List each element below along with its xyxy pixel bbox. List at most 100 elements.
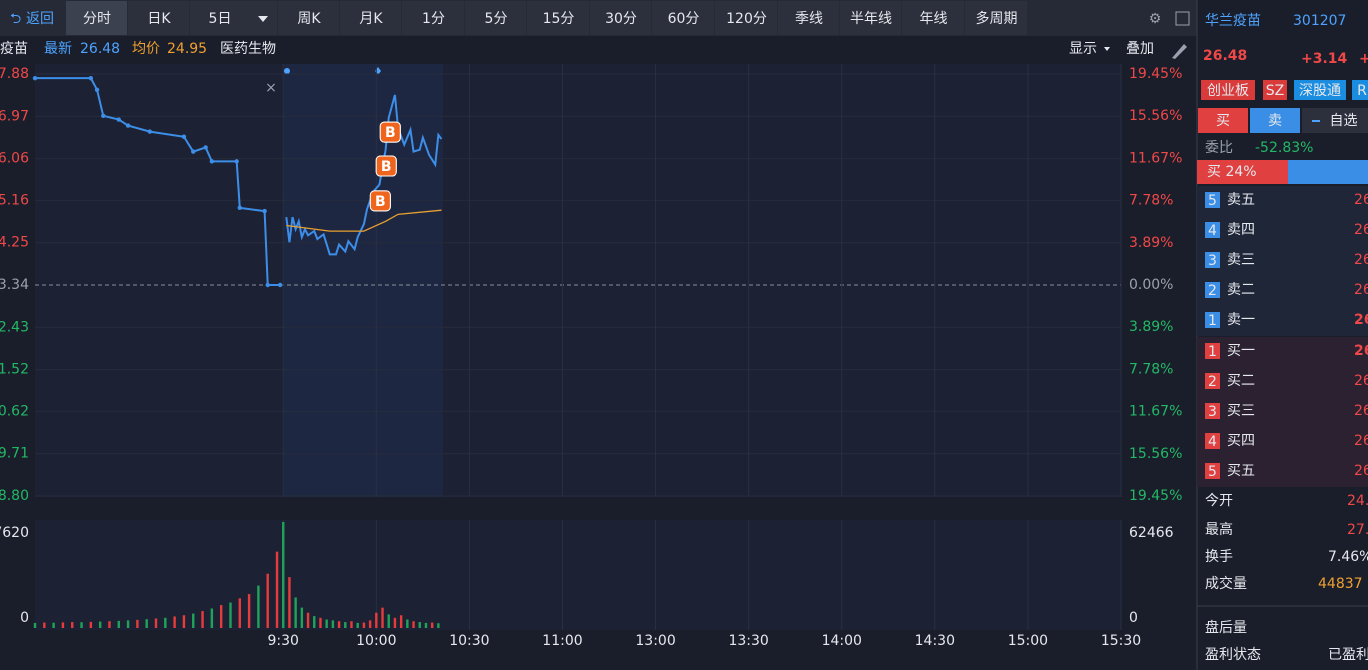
- tab[interactable]: [590, 1, 651, 35]
- volume-bar: [300, 607, 304, 628]
- y-tick-label: 21.52: [0, 362, 29, 378]
- auction-dot: [191, 149, 196, 154]
- volume-left-label: 7620: [0, 525, 29, 541]
- close-icon[interactable]: ×: [265, 80, 277, 96]
- y2-tick-label: 0.00%: [1129, 277, 1173, 293]
- y-tick-label: 19.71: [0, 446, 29, 462]
- level-num: 1: [1208, 313, 1217, 329]
- panel-price: 26.48: [1203, 48, 1247, 64]
- trade-button[interactable]: [1198, 108, 1248, 133]
- tab[interactable]: [652, 1, 714, 35]
- tag: [1263, 80, 1287, 100]
- tab[interactable]: [465, 1, 526, 35]
- tab[interactable]: [778, 1, 839, 35]
- volume-bar: [257, 585, 260, 628]
- volume-bar: [89, 621, 93, 628]
- auction-dot: [234, 159, 239, 164]
- overlay-button[interactable]: 叠加: [1126, 41, 1154, 57]
- buy-marker: [379, 121, 401, 143]
- display-button[interactable]: 显示: [1069, 41, 1097, 57]
- auction-dot: [265, 282, 270, 288]
- x-tick-label: 14:00: [822, 633, 862, 649]
- x-tick-label: 15:00: [1008, 633, 1048, 649]
- volume-tick-label: 62466: [1129, 525, 1174, 541]
- level-badge: [1205, 373, 1220, 389]
- auction-dot: [147, 129, 153, 134]
- x-tick-label: 9:30: [268, 633, 299, 649]
- level-label: 卖五: [1227, 192, 1255, 208]
- y2-tick-label: 11.67%: [1129, 404, 1182, 420]
- after-label: 盘后量: [1205, 619, 1247, 636]
- brush-icon[interactable]: [1172, 44, 1187, 59]
- ratio-value: -52.83%: [1255, 140, 1313, 156]
- volume-bar: [173, 616, 176, 628]
- tab-label: 月K: [359, 11, 383, 27]
- tab-label: 15分: [543, 11, 575, 27]
- volume-bar: [182, 615, 186, 628]
- volume-bar: [288, 577, 291, 628]
- level-label: 买二: [1227, 373, 1255, 389]
- tab[interactable]: [527, 1, 589, 35]
- volume-bar: [43, 622, 46, 628]
- tab[interactable]: [840, 1, 901, 35]
- stat-value: 7.46%: [1328, 549, 1368, 565]
- trade-button-label: 卖: [1268, 113, 1282, 129]
- tab[interactable]: [340, 1, 401, 35]
- avg-line: [286, 209, 442, 232]
- tab-label: 分时: [83, 11, 111, 27]
- volume-bar: [430, 622, 434, 628]
- y2-tick-label: 19.45%: [1129, 66, 1182, 82]
- volume-bar: [294, 597, 297, 628]
- volume-bar: [33, 622, 37, 628]
- tab[interactable]: [715, 1, 777, 35]
- volume-bar: [52, 622, 55, 628]
- dropdown-arrow: [1104, 47, 1110, 51]
- tab-label: 半年线: [850, 11, 892, 27]
- volume-bar: [108, 621, 111, 628]
- level-num: 1: [1208, 344, 1217, 360]
- back-button[interactable]: ⮌ 返回: [10, 11, 54, 27]
- level-price: 26: [1354, 222, 1368, 238]
- volume-bar: [319, 617, 322, 628]
- level-label: 买三: [1227, 403, 1255, 419]
- level-badge: [1205, 192, 1220, 208]
- tab-label: 年线: [920, 11, 948, 27]
- sell-ratio: [1288, 160, 1368, 184]
- ratio-label: 委比: [1205, 140, 1233, 156]
- volume-bar: [98, 621, 102, 628]
- tab[interactable]: [965, 1, 1027, 35]
- layout-icon[interactable]: [1175, 11, 1190, 26]
- volume-bar: [387, 614, 390, 628]
- trade-button[interactable]: [1250, 108, 1300, 133]
- volume-bar: [229, 602, 232, 628]
- tab[interactable]: [902, 1, 964, 35]
- volume-bar: [362, 622, 366, 628]
- tab[interactable]: [66, 1, 127, 35]
- volume-bar: [126, 620, 130, 628]
- tab-label: 季线: [795, 11, 823, 27]
- panel-change: +3.14: [1301, 51, 1348, 67]
- y-tick-label: 20.62: [0, 403, 29, 419]
- y2-tick-label: 15.56%: [1129, 108, 1182, 124]
- y2-tick-label: 7.78%: [1129, 361, 1173, 377]
- latest-label: 最新: [44, 41, 72, 57]
- stat-label: 最高: [1205, 521, 1233, 538]
- level-price: 26: [1354, 373, 1368, 389]
- auction-dot: [88, 75, 94, 81]
- volume-bar: [350, 621, 353, 628]
- volume-tick-label: 0: [1129, 610, 1138, 626]
- tab-label: 日K: [147, 11, 171, 27]
- level-num: 3: [1208, 404, 1217, 420]
- level-price: 26: [1354, 192, 1368, 208]
- tab[interactable]: [128, 1, 189, 35]
- tab[interactable]: [402, 1, 464, 35]
- auction-dot: [181, 134, 187, 139]
- sector: 医药生物: [220, 41, 276, 57]
- volume-bar: [344, 622, 347, 628]
- x-tick-label: 15:30: [1101, 633, 1141, 649]
- y-tick-label: 27.88: [0, 66, 29, 82]
- tab[interactable]: [278, 1, 339, 35]
- settings-icon[interactable]: ⚙: [1149, 11, 1162, 27]
- volume-bar: [210, 608, 214, 628]
